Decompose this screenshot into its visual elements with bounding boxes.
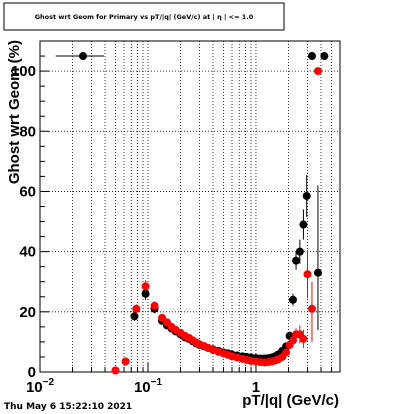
x-tick-label: 1	[252, 379, 260, 396]
y-axis-title: Ghost wrt Geom (%)	[6, 40, 23, 184]
data-point	[288, 295, 297, 304]
data-point	[150, 301, 159, 310]
data-point	[282, 348, 291, 357]
y-tick-label: 80	[19, 123, 36, 140]
timestamp: Thu May 6 15:22:10 2021	[4, 402, 132, 412]
y-tick-label: 20	[19, 304, 36, 321]
data-point	[111, 366, 120, 375]
data-point	[288, 336, 297, 345]
data-point	[295, 247, 304, 256]
y-tick-label: 40	[19, 244, 36, 261]
x-tick-label: 10−1	[134, 377, 163, 396]
data-point	[132, 304, 141, 313]
y-tick-label: 100	[11, 63, 36, 80]
data-point	[78, 52, 87, 61]
data-point	[307, 52, 316, 61]
data-point	[313, 268, 322, 277]
y-tick-label: 0	[28, 364, 36, 381]
data-points	[55, 52, 329, 375]
data-point	[121, 357, 130, 366]
data-point	[130, 312, 139, 321]
data-series	[111, 67, 322, 375]
data-point	[299, 220, 308, 229]
title-box	[3, 2, 285, 31]
data-point	[303, 270, 312, 279]
x-tick-label-exponent: −2	[43, 377, 55, 388]
x-tick-label-exponent: −1	[151, 377, 163, 388]
data-point	[302, 191, 311, 200]
data-point	[141, 289, 150, 298]
y-tick-label: 60	[19, 183, 36, 200]
data-point	[292, 256, 301, 265]
data-point	[313, 67, 322, 76]
plot-area	[39, 40, 341, 373]
data-point	[141, 282, 150, 291]
data-point	[307, 304, 316, 313]
chart-title: Ghost wrt Geom for Primary vs pT/|q| (Ge…	[35, 13, 254, 22]
x-axis-title: pT/|q| (GeV/c)	[242, 392, 339, 409]
data-point	[320, 52, 329, 61]
grid	[40, 41, 340, 372]
data-point	[299, 334, 308, 343]
